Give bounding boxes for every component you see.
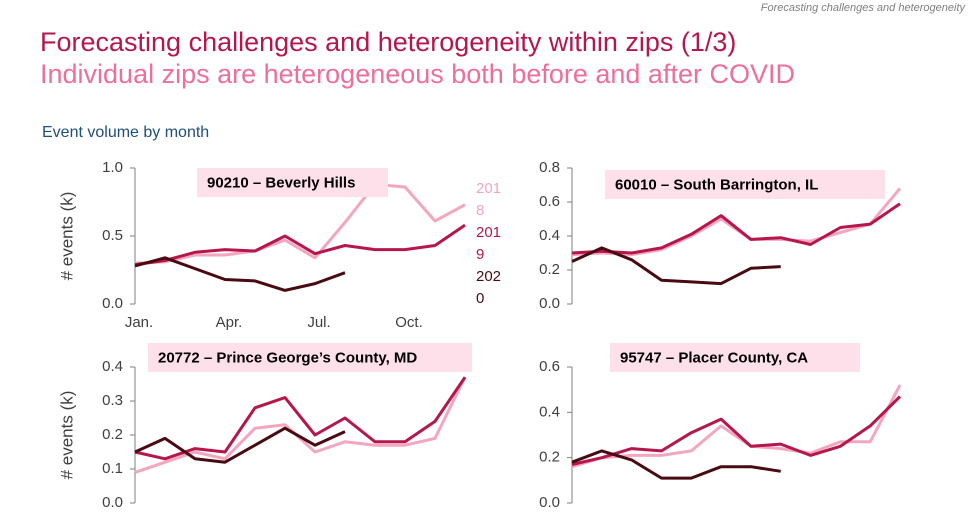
series-line [134,426,346,464]
chart-title: 95747 – Placer County, CA [620,349,808,366]
legend-entry: 2018 [476,180,502,219]
series-line [134,376,467,474]
legend-entry: 2020 [476,268,502,307]
legend: 2018 2019 2020 [476,180,502,307]
x-tick-label: Oct. [395,314,423,331]
y-tick-label: 0.2 [102,426,123,443]
y-tick-label: 0.0 [102,494,123,511]
chart-title-box [197,168,388,197]
series-line [571,395,902,466]
y-tick-label: 0.8 [539,159,560,176]
x-tick-label: Jul. [307,314,330,331]
y-tick-label: 0.4 [539,403,560,420]
series-line [571,246,781,286]
y-tick-label: 0.6 [539,193,560,210]
y-tick-label: 0.0 [102,295,123,312]
y-tick-label: 0.5 [102,227,123,244]
y-tick-label: 0.6 [539,358,560,375]
series-line [134,256,346,292]
y-tick-label: 0.4 [539,227,560,244]
slide-subtitle: Individual zips are heterogeneous both b… [40,59,795,89]
y-tick-label: 0.4 [102,358,123,375]
series-line [134,182,466,265]
chart-title-box [605,170,885,199]
chart-title: 20772 – Prince George’s County, MD [158,349,417,366]
y-axis-label: # events (k) [57,192,76,281]
series-line [571,449,781,480]
legend-entry: 2019 [476,224,502,263]
header: Forecasting challenges and heterogeneity [761,2,967,14]
chart-title: 60010 – South Barrington, IL [615,176,818,193]
chart-title-box [610,343,860,372]
slide-title: Forecasting challenges and heterogeneity… [40,27,736,57]
y-tick-label: 0.1 [102,460,123,477]
y-tick-label: 0.0 [539,494,560,511]
section-title: Event volume by month [42,124,209,141]
y-tick-label: 0.3 [102,392,123,409]
series-line [571,202,901,255]
x-tick-label: Jan. [125,314,153,331]
series-line [571,384,902,469]
chart-title-box [148,343,472,372]
y-tick-label: 0.0 [539,295,560,312]
y-tick-label: 1.0 [102,159,123,176]
series-line [134,376,467,461]
y-tick-label: 0.2 [539,261,560,278]
y-tick-label: 0.2 [539,449,560,466]
x-tick-label: Apr. [216,314,243,331]
y-axis-label: # events (k) [57,391,76,480]
chart-title: 90210 – Beverly Hills [207,174,355,191]
series-line [134,223,466,267]
